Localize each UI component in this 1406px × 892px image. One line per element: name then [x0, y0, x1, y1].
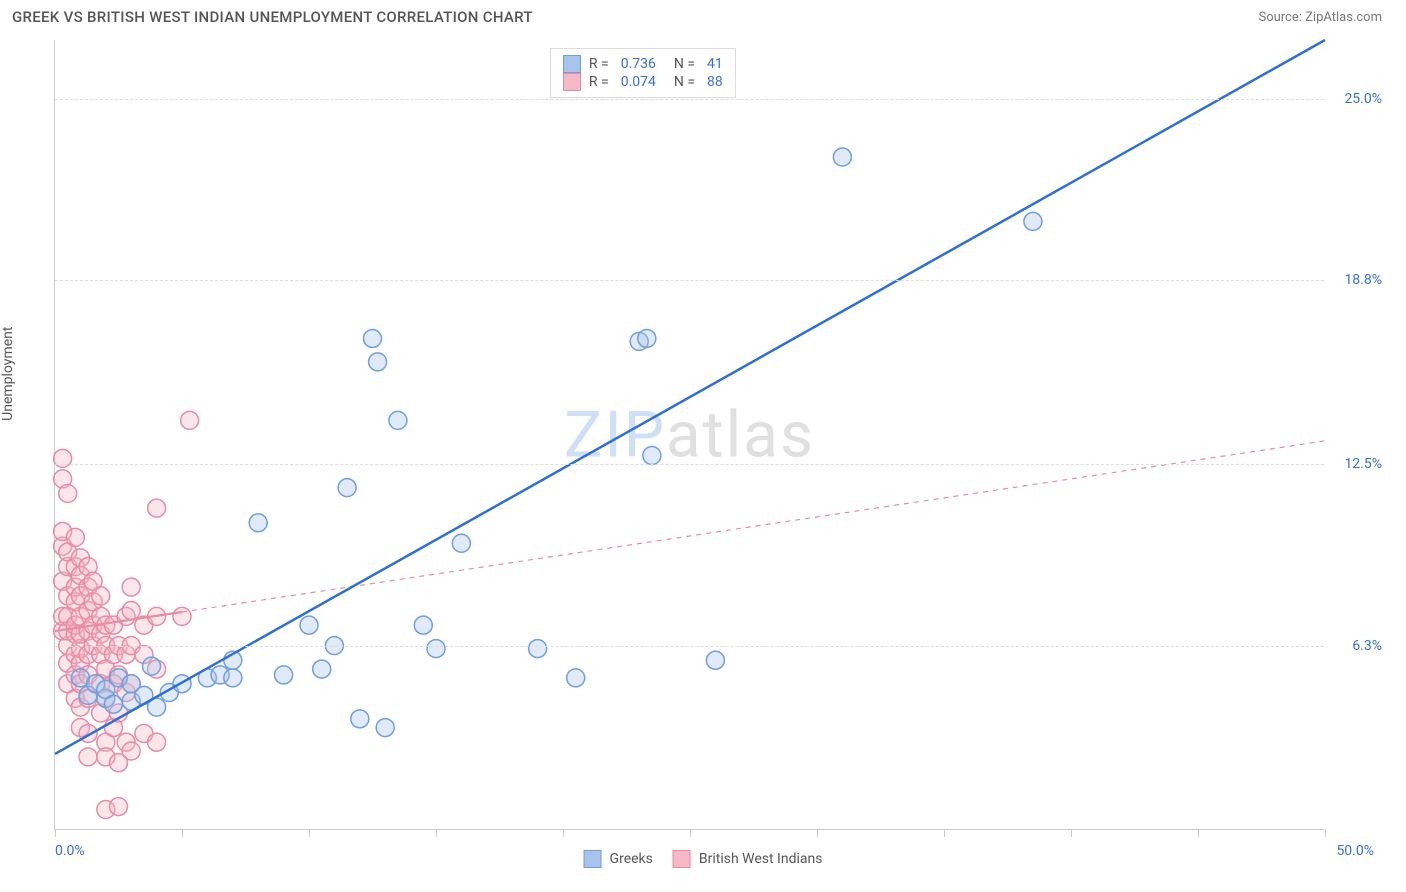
- source-link[interactable]: ZipAtlas.com: [1305, 10, 1382, 25]
- legend-row: R = 0.736 N = 41: [563, 55, 723, 73]
- legend-swatch: [563, 55, 581, 73]
- scatter-point: [376, 719, 394, 737]
- x-tick: [309, 829, 310, 837]
- series-legend-item: British West Indians: [673, 850, 823, 868]
- scatter-point: [567, 669, 585, 687]
- series-legend: Greeks British West Indians: [584, 850, 823, 868]
- legend-r-value: 0.736: [621, 56, 656, 72]
- chart-title: GREEK VS BRITISH WEST INDIAN UNEMPLOYMEN…: [12, 8, 533, 26]
- legend-swatch: [673, 850, 691, 868]
- legend-r-label: R =: [589, 74, 609, 90]
- scatter-point: [173, 607, 191, 625]
- x-tick: [944, 829, 945, 837]
- scatter-point: [369, 353, 387, 371]
- scatter-point: [313, 660, 331, 678]
- x-tick: [1071, 829, 1072, 837]
- gridline: [55, 646, 1324, 647]
- scatter-point: [148, 733, 166, 751]
- x-tick: [563, 829, 564, 837]
- scatter-point: [143, 657, 161, 675]
- chart-container: Unemployment ZIPatlas R =0.736N =41R =0.…: [12, 40, 1394, 880]
- scatter-point: [122, 602, 140, 620]
- scatter-point: [414, 616, 432, 634]
- series-name: British West Indians: [699, 851, 823, 867]
- gridline: [55, 280, 1324, 281]
- scatter-point: [1024, 212, 1042, 230]
- plot-svg: [55, 40, 1324, 829]
- x-tick: [436, 829, 437, 837]
- legend-swatch: [563, 73, 581, 91]
- x-max-label: 50.0%: [1336, 843, 1374, 859]
- scatter-point: [643, 446, 661, 464]
- scatter-point: [389, 411, 407, 429]
- legend-n-value: 88: [707, 74, 723, 90]
- scatter-point: [427, 640, 445, 658]
- scatter-point: [122, 742, 140, 760]
- scatter-point: [338, 479, 356, 497]
- scatter-point: [300, 616, 318, 634]
- x-tick: [55, 829, 56, 837]
- scatter-point: [833, 148, 851, 166]
- scatter-point: [66, 528, 84, 546]
- x-tick: [690, 829, 691, 837]
- x-min-label: 0.0%: [55, 843, 85, 859]
- scatter-point: [59, 485, 77, 503]
- x-tick: [182, 829, 183, 837]
- series-name: Greeks: [610, 851, 653, 867]
- scatter-point: [92, 587, 110, 605]
- legend-r-label: R =: [589, 56, 609, 72]
- trend-line: [55, 40, 1325, 754]
- legend-row: R = 0.074 N = 88: [563, 73, 723, 91]
- correlation-legend: R = 0.736 N = 41 R = 0.074 N = 88: [550, 48, 736, 98]
- y-tick-label: 18.8%: [1344, 272, 1382, 288]
- series-legend-item: Greeks: [584, 850, 653, 868]
- scatter-point: [224, 669, 242, 687]
- scatter-point: [249, 514, 267, 532]
- legend-n-label: N =: [674, 56, 695, 72]
- x-tick: [817, 829, 818, 837]
- source-label: Source:: [1258, 10, 1305, 25]
- scatter-point: [351, 710, 369, 728]
- y-tick-label: 6.3%: [1352, 638, 1382, 654]
- y-axis-label: Unemployment: [0, 327, 16, 421]
- legend-n-value: 41: [707, 56, 723, 72]
- plot-area: ZIPatlas R =0.736N =41R =0.074N =88 6.3%…: [54, 40, 1324, 830]
- scatter-point: [364, 329, 382, 347]
- legend-swatch: [584, 850, 602, 868]
- scatter-point: [706, 651, 724, 669]
- scatter-point: [148, 499, 166, 517]
- scatter-point: [181, 411, 199, 429]
- gridline: [55, 99, 1324, 100]
- x-tick: [1325, 829, 1326, 837]
- gridline: [55, 464, 1324, 465]
- legend-r-value: 0.074: [621, 74, 656, 90]
- x-tick: [1198, 829, 1199, 837]
- scatter-point: [104, 695, 122, 713]
- scatter-point: [638, 329, 656, 347]
- source-attribution: Source: ZipAtlas.com: [1258, 10, 1382, 25]
- scatter-point: [110, 798, 128, 816]
- chart-header: GREEK VS BRITISH WEST INDIAN UNEMPLOYMEN…: [0, 0, 1406, 34]
- scatter-point: [452, 534, 470, 552]
- scatter-point: [275, 666, 293, 684]
- scatter-point: [79, 748, 97, 766]
- scatter-point: [122, 578, 140, 596]
- legend-n-label: N =: [674, 74, 695, 90]
- y-tick-label: 25.0%: [1344, 91, 1382, 107]
- y-tick-label: 12.5%: [1344, 456, 1382, 472]
- scatter-point: [529, 640, 547, 658]
